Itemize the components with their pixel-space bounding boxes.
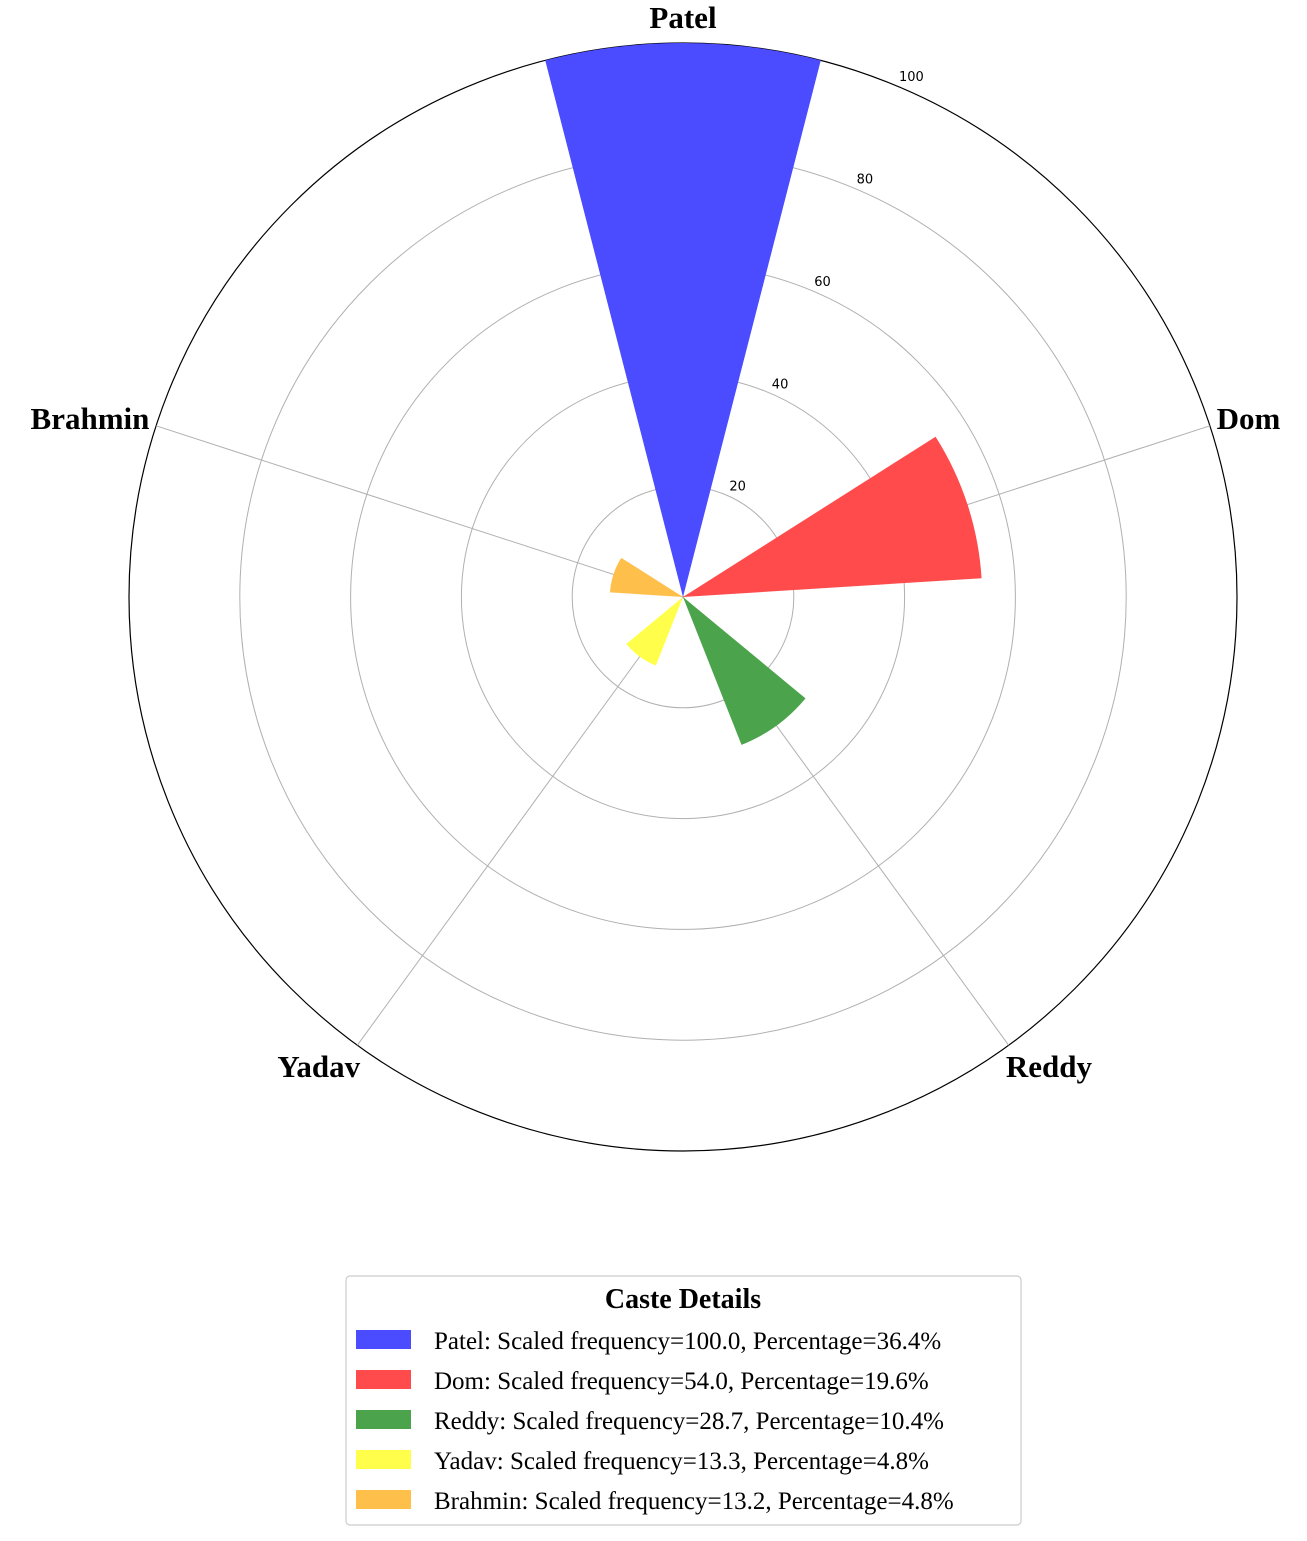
legend-label-yadav: Yadav: Scaled frequency=13.3, Percentage… (434, 1448, 929, 1475)
r-tick-100: 100 (899, 70, 924, 85)
radial-ticks: 20 40 60 80 100 (729, 70, 923, 494)
bar-brahmin (610, 557, 683, 597)
spoke-brahmin (155, 425, 684, 598)
bar-patel (545, 42, 821, 597)
category-labels: Patel Dom Reddy Yadav Brahmin (31, 0, 1281, 1084)
spoke-yadav (356, 596, 684, 1046)
r-tick-60: 60 (814, 275, 831, 290)
legend-swatch-dom (356, 1370, 411, 1389)
legend-label-dom: Dom: Scaled frequency=54.0, Percentage=1… (434, 1368, 929, 1395)
bars (545, 42, 982, 745)
legend-swatch-reddy (356, 1410, 411, 1429)
category-label-reddy: Reddy (1006, 1049, 1093, 1084)
bar-dom (683, 436, 982, 597)
legend-swatch-yadav (356, 1450, 411, 1469)
legend-title: Caste Details (605, 1284, 761, 1315)
legend-label-brahmin: Brahmin: Scaled frequency=13.2, Percenta… (434, 1488, 954, 1515)
legend-label-patel: Patel: Scaled frequency=100.0, Percentag… (434, 1328, 941, 1355)
bar-reddy (683, 597, 806, 745)
bar-yadav (626, 597, 683, 666)
category-label-brahmin: Brahmin (31, 401, 150, 436)
category-label-dom: Dom (1217, 401, 1281, 436)
legend-swatch-patel (356, 1330, 411, 1349)
legend-frame (345, 1275, 1022, 1526)
category-label-yadav: Yadav (277, 1049, 360, 1084)
r-tick-80: 80 (857, 173, 874, 188)
category-label-patel: Patel (649, 0, 717, 35)
legend-label-reddy: Reddy: Scaled frequency=28.7, Percentage… (434, 1408, 944, 1435)
legend: Caste Details Patel: Scaled frequency=10… (345, 1275, 1022, 1526)
legend-entries: Patel: Scaled frequency=100.0, Percentag… (356, 1328, 954, 1515)
r-tick-20: 20 (729, 480, 746, 495)
r-tick-40: 40 (772, 377, 789, 392)
legend-swatch-brahmin (356, 1490, 411, 1509)
